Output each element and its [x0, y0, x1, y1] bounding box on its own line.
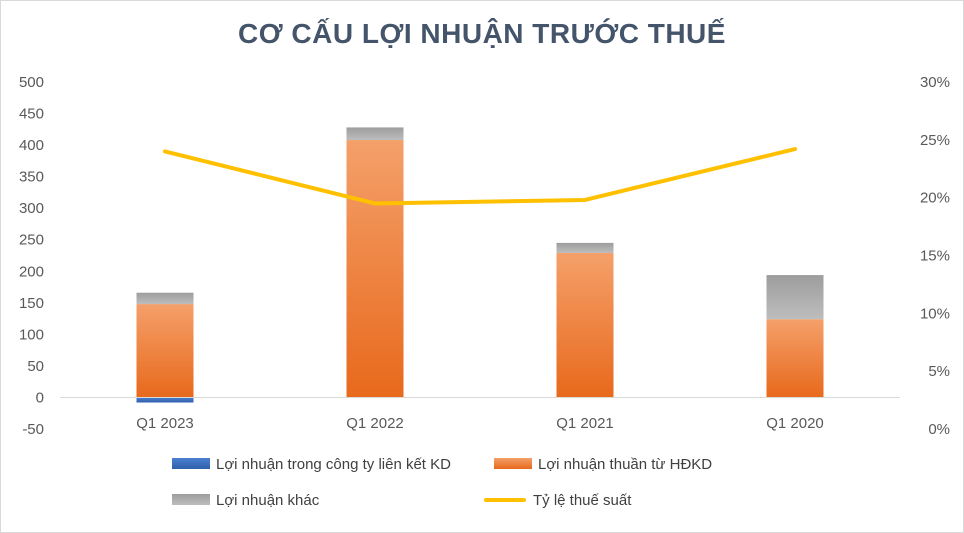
bar-other-3 [556, 242, 614, 253]
legend-label: Lợi nhuận trong công ty liên kết KD [216, 456, 451, 473]
category-label: Q1 2023 [136, 415, 194, 432]
left-tick-label: 100 [19, 326, 44, 343]
legend-item-other: Lợi nhuận khác [172, 492, 320, 509]
bars-layer [60, 127, 900, 403]
legend-label: Lợi nhuận khác [216, 492, 320, 509]
right-tick-label: 15% [920, 248, 950, 265]
category-label: Q1 2020 [766, 415, 824, 432]
category-axis: Q1 2023 Q1 2022 Q1 2021 Q1 2020 [136, 415, 824, 432]
legend: Lợi nhuận trong công ty liên kết KD Lợi n… [172, 456, 712, 509]
tax-rate-line [163, 147, 797, 206]
right-tick-label: 20% [920, 190, 950, 207]
legend-swatch [172, 458, 210, 469]
left-tick-label: 400 [19, 137, 44, 154]
bar-other-1 [136, 292, 194, 305]
legend-item-operating: Lợi nhuận thuần từ HĐKD [494, 456, 712, 473]
right-axis: 30% 25% 20% 15% 10% 5% 0% [920, 74, 950, 438]
left-tick-label: 0 [36, 389, 44, 406]
category-label: Q1 2022 [346, 415, 404, 432]
legend-item-associate: Lợi nhuận trong công ty liên kết KD [172, 456, 451, 473]
bar-other-4 [766, 275, 824, 320]
left-tick-label: 50 [27, 358, 44, 375]
right-tick-label: 5% [928, 363, 950, 380]
left-tick-label: 150 [19, 295, 44, 312]
right-tick-label: 10% [920, 305, 950, 322]
bar-other-2 [346, 127, 404, 141]
left-tick-label: 250 [19, 232, 44, 249]
legend-swatch [494, 458, 532, 469]
category-label: Q1 2021 [556, 415, 614, 432]
right-tick-label: 0% [928, 421, 950, 438]
bar-operating-4 [766, 319, 824, 398]
right-tick-label: 25% [920, 132, 950, 149]
left-tick-label: 450 [19, 106, 44, 123]
legend-label: Tỷ lệ thuế suất [533, 492, 632, 509]
legend-label: Lợi nhuận thuần từ HĐKD [538, 456, 712, 473]
bar-operating-2 [346, 140, 404, 398]
left-tick-label: 350 [19, 169, 44, 186]
right-tick-label: 30% [920, 74, 950, 91]
left-tick-label: 300 [19, 200, 44, 217]
left-tick-label: -50 [22, 421, 44, 438]
left-tick-label: 200 [19, 263, 44, 280]
chart-title: CƠ CẤU LỢI NHUẬN TRƯỚC THUẾ [238, 18, 726, 49]
legend-swatch [172, 494, 210, 505]
left-tick-label: 500 [19, 74, 44, 91]
legend-item-tax-rate: Tỷ lệ thuế suất [484, 492, 632, 509]
line-layer [163, 147, 797, 206]
bar-associate-1 [136, 397, 194, 403]
bar-operating-3 [556, 252, 614, 398]
bar-operating-1 [136, 304, 194, 398]
